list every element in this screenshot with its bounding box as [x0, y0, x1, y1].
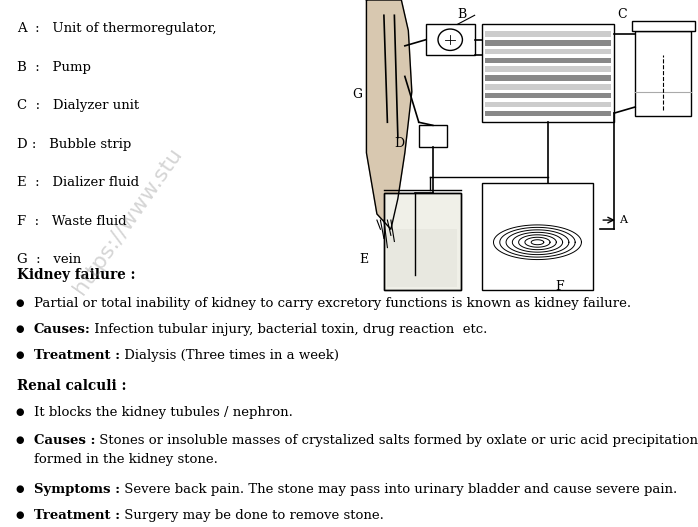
Text: formed in the kidney stone.: formed in the kidney stone. [34, 453, 217, 466]
Text: ●: ● [15, 298, 24, 308]
Bar [419, 125, 447, 147]
Text: Treatment :: Treatment : [34, 509, 119, 522]
Bar [632, 22, 695, 31]
Bar [485, 102, 611, 108]
Bar [485, 111, 611, 116]
Bar [485, 75, 611, 81]
Text: F: F [555, 280, 563, 294]
Text: Surgery may be done to remove stone.: Surgery may be done to remove stone. [119, 509, 383, 522]
Bar [426, 24, 475, 55]
Bar [482, 183, 593, 290]
Text: https://www.stu: https://www.stu [70, 144, 186, 298]
Bar [485, 40, 611, 45]
Bar [384, 192, 461, 290]
Bar [485, 66, 611, 72]
Text: B  :   Pump: B : Pump [17, 61, 91, 74]
Text: E: E [359, 253, 369, 266]
Text: D: D [394, 136, 405, 150]
Bar [485, 57, 611, 63]
Text: D :   Bubble strip: D : Bubble strip [17, 138, 132, 151]
Text: C: C [618, 8, 628, 21]
Bar [485, 49, 611, 54]
Text: Causes :: Causes : [34, 434, 95, 446]
Text: Partial or total inability of kidney to carry excretory functions is known as ki: Partial or total inability of kidney to … [34, 297, 630, 309]
Text: Renal calculi :: Renal calculi : [17, 379, 127, 393]
Text: C  :   Dialyzer unit: C : Dialyzer unit [17, 100, 140, 112]
Text: Stones or insoluble masses of crystalized salts formed by oxlate or uric acid pr: Stones or insoluble masses of crystalize… [95, 434, 698, 446]
Text: Symptoms :: Symptoms : [34, 483, 119, 495]
Text: Treatment :: Treatment : [34, 349, 119, 362]
Text: ●: ● [15, 325, 24, 334]
Text: ●: ● [15, 511, 24, 520]
Text: ●: ● [15, 407, 24, 417]
Text: F  :   Waste fluid: F : Waste fluid [17, 215, 127, 228]
Text: ●: ● [15, 351, 24, 360]
Text: A  :   Unit of thermoregulator,: A : Unit of thermoregulator, [17, 23, 217, 35]
Polygon shape [366, 0, 412, 229]
Bar [485, 93, 611, 99]
Text: Severe back pain. The stone may pass into urinary bladder and cause severe pain.: Severe back pain. The stone may pass int… [119, 483, 677, 495]
Bar [485, 84, 611, 90]
Text: Dialysis (Three times in a week): Dialysis (Three times in a week) [119, 349, 339, 362]
Circle shape [438, 29, 462, 51]
Bar [482, 24, 614, 122]
Text: B: B [457, 8, 466, 21]
Text: ●: ● [15, 484, 24, 494]
Text: Kidney failure :: Kidney failure : [17, 268, 136, 282]
Text: Infection tubular injury, bacterial toxin, drug reaction  etc.: Infection tubular injury, bacterial toxi… [90, 323, 488, 336]
Bar [387, 229, 457, 287]
Text: Causes:: Causes: [34, 323, 90, 336]
Text: G: G [352, 88, 362, 101]
Bar [384, 192, 461, 290]
Text: A: A [620, 215, 628, 225]
Text: It blocks the kidney tubules / nephron.: It blocks the kidney tubules / nephron. [34, 406, 292, 418]
Text: G  :   vein: G : vein [17, 253, 82, 266]
Text: E  :   Dializer fluid: E : Dializer fluid [17, 177, 140, 189]
Bar [635, 31, 691, 116]
Bar [485, 31, 611, 37]
Text: ●: ● [15, 435, 24, 445]
